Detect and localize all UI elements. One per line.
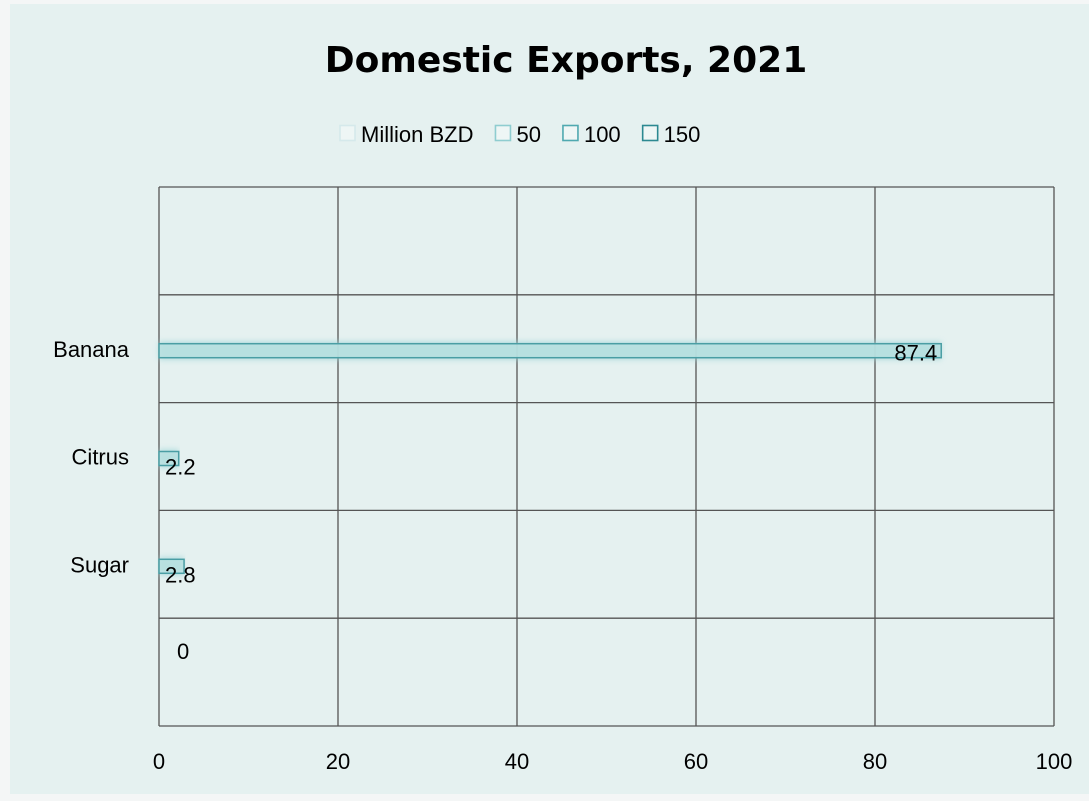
chart-title: Domestic Exports, 2021: [325, 40, 808, 81]
bar-rect: [158, 450, 180, 467]
legend-item: 100: [562, 122, 621, 147]
legend-swatch-icon: [494, 124, 512, 142]
data-label: 2.2: [165, 455, 196, 480]
bar-rect: [158, 558, 185, 575]
x-axis-tick-labels: 0 20 40 60 80 100: [153, 749, 1072, 774]
legend: Million BZD 50 100 150: [339, 122, 701, 147]
legend-label: 50: [516, 122, 540, 147]
legend-item: 50: [494, 122, 541, 147]
data-label: 87.4: [894, 341, 937, 366]
category-labels: Banana Citrus Sugar: [53, 337, 130, 578]
x-tick-label: 100: [1036, 749, 1073, 774]
bar: [158, 341, 942, 360]
data-label: 2.8: [165, 562, 196, 587]
legend-swatch-icon: [339, 124, 356, 142]
legend-item: 150: [641, 122, 701, 147]
x-tick-label: 40: [505, 749, 529, 774]
data-label: 0: [177, 639, 189, 664]
bar: [158, 557, 185, 576]
legend-label: 100: [584, 122, 621, 147]
bars: 87.4 2.2 2.8 0: [158, 341, 942, 664]
x-tick-label: 20: [326, 749, 350, 774]
x-tick-label: 80: [863, 749, 887, 774]
legend-swatch-icon: [641, 124, 659, 142]
legend-label: Million BZD: [361, 122, 473, 147]
chart-area-background: [10, 4, 1089, 794]
category-label: Citrus: [72, 445, 129, 470]
x-tick-label: 60: [684, 749, 708, 774]
bar-rect: [158, 342, 942, 359]
legend-swatch-icon: [562, 124, 579, 142]
category-label: Sugar: [70, 552, 129, 577]
bar: [158, 449, 180, 468]
category-label: Banana: [53, 337, 130, 362]
legend-label: 150: [664, 122, 701, 147]
x-tick-label: 0: [153, 749, 165, 774]
legend-item: Million BZD: [339, 122, 473, 147]
